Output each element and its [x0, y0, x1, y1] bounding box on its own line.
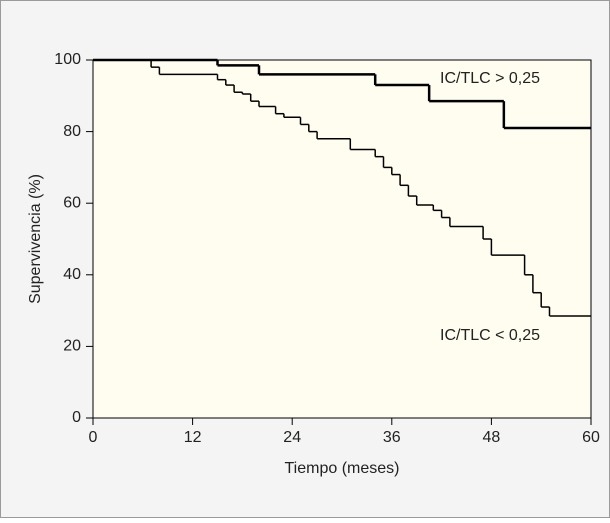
x-tick-label: 12 — [184, 429, 202, 446]
y-tick-label: 100 — [54, 51, 81, 68]
y-axis-label: Supervivencia (%) — [27, 174, 44, 304]
x-tick-label: 0 — [89, 429, 98, 446]
x-tick-label: 48 — [483, 429, 501, 446]
y-tick-label: 40 — [63, 266, 81, 283]
x-axis-label: Tiempo (meses) — [285, 460, 400, 477]
x-tick-label: 36 — [383, 429, 401, 446]
plot-area — [92, 59, 592, 419]
y-tick-label: 0 — [72, 409, 81, 426]
series-label: IC/TLC > 0,25 — [440, 70, 540, 87]
x-tick-label: 60 — [582, 429, 600, 446]
y-tick-label: 60 — [63, 194, 81, 211]
x-tick-label: 24 — [283, 429, 301, 446]
y-tick-label: 20 — [63, 338, 81, 355]
y-tick-label: 80 — [63, 123, 81, 140]
series-label: IC/TLC < 0,25 — [440, 327, 540, 344]
